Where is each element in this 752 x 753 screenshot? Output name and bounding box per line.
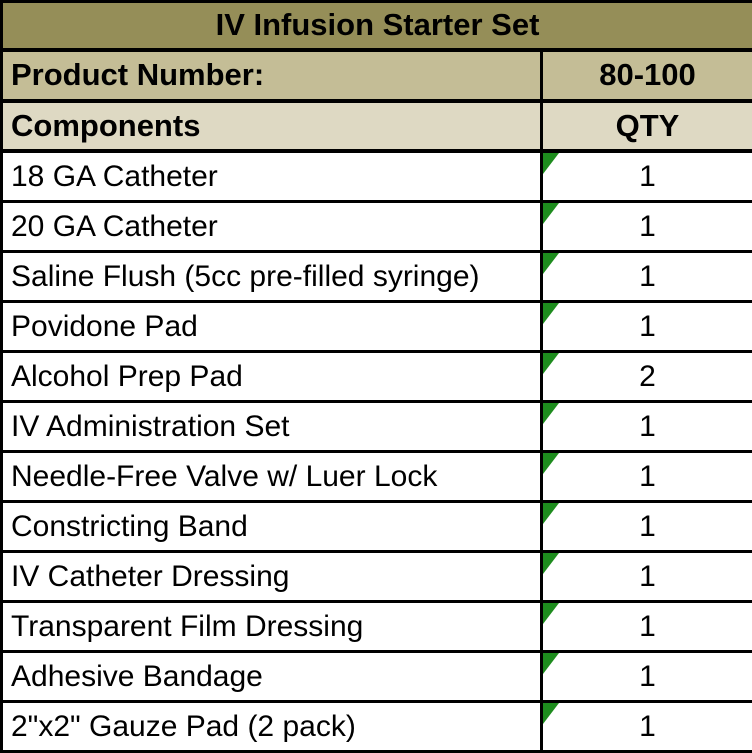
qty-cell: 1 [542,602,752,652]
table-row: 2"x2" Gauze Pad (2 pack) 1 [2,702,752,752]
table-row: Needle-Free Valve w/ Luer Lock 1 [2,452,752,502]
component-cell: Adhesive Bandage [2,652,542,702]
qty-value: 2 [639,360,656,393]
cell-flag-icon [543,703,559,724]
cell-flag-icon [543,153,559,174]
qty-cell: 1 [542,302,752,352]
product-number-label: Product Number: [2,50,542,101]
table-title-row: IV Infusion Starter Set [2,2,752,51]
qty-value: 1 [639,410,656,443]
table-row: Constricting Band 1 [2,502,752,552]
cell-flag-icon [543,303,559,324]
cell-flag-icon [543,203,559,224]
qty-cell: 1 [542,502,752,552]
cell-flag-icon [543,353,559,374]
table-row: 18 GA Catheter 1 [2,151,752,202]
component-cell: Saline Flush (5cc pre-filled syringe) [2,252,542,302]
qty-value: 1 [639,710,656,743]
cell-flag-icon [543,403,559,424]
qty-cell: 1 [542,452,752,502]
qty-value: 1 [639,610,656,643]
qty-cell: 2 [542,352,752,402]
qty-column-header: QTY [542,101,752,151]
qty-value: 1 [639,460,656,493]
column-header-row: Components QTY [2,101,752,151]
qty-value: 1 [639,310,656,343]
component-cell: IV Administration Set [2,402,542,452]
product-number-row: Product Number: 80-100 [2,50,752,101]
qty-value: 1 [639,560,656,593]
cell-flag-icon [543,553,559,574]
qty-cell: 1 [542,151,752,202]
cell-flag-icon [543,253,559,274]
component-cell: 20 GA Catheter [2,202,542,252]
component-cell: 18 GA Catheter [2,151,542,202]
table-row: Povidone Pad 1 [2,302,752,352]
cell-flag-icon [543,503,559,524]
qty-cell: 1 [542,702,752,752]
qty-cell: 1 [542,202,752,252]
table-row: IV Administration Set 1 [2,402,752,452]
table-row: Adhesive Bandage 1 [2,652,752,702]
component-cell: Needle-Free Valve w/ Luer Lock [2,452,542,502]
cell-flag-icon [543,653,559,674]
table-row: IV Catheter Dressing 1 [2,552,752,602]
qty-cell: 1 [542,252,752,302]
component-cell: Povidone Pad [2,302,542,352]
product-number-value: 80-100 [542,50,752,101]
qty-cell: 1 [542,652,752,702]
qty-value: 1 [639,260,656,293]
table-title: IV Infusion Starter Set [2,2,752,51]
table-row: Transparent Film Dressing 1 [2,602,752,652]
component-cell: Transparent Film Dressing [2,602,542,652]
table-row: Alcohol Prep Pad 2 [2,352,752,402]
table-row: Saline Flush (5cc pre-filled syringe) 1 [2,252,752,302]
qty-value: 1 [639,510,656,543]
qty-value: 1 [639,660,656,693]
cell-flag-icon [543,603,559,624]
qty-cell: 1 [542,402,752,452]
component-cell: Alcohol Prep Pad [2,352,542,402]
component-cell: IV Catheter Dressing [2,552,542,602]
qty-value: 1 [639,210,656,243]
component-cell: 2"x2" Gauze Pad (2 pack) [2,702,542,752]
qty-cell: 1 [542,552,752,602]
table-row: 20 GA Catheter 1 [2,202,752,252]
components-column-header: Components [2,101,542,151]
component-cell: Constricting Band [2,502,542,552]
qty-value: 1 [639,160,656,193]
cell-flag-icon [543,453,559,474]
